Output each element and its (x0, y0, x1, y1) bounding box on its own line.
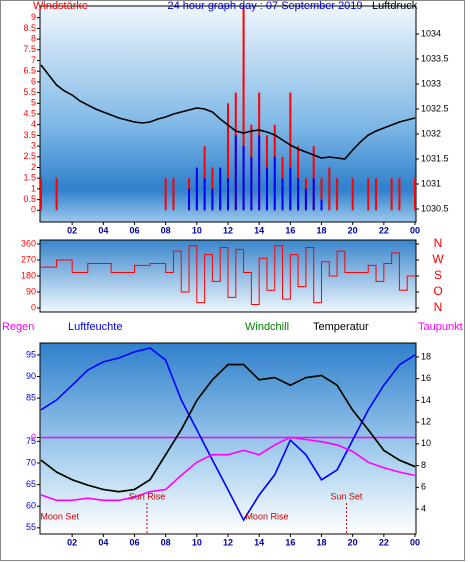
series-line (40, 363, 416, 493)
y-tick-label: 9 (31, 12, 36, 22)
y-tick-label: 90 (26, 286, 36, 296)
y2-tick-label: 1031.5 (421, 153, 449, 163)
y2-tick-label: W (432, 252, 444, 266)
x-tick-label: 10 (192, 537, 202, 547)
x-tick-label: 18 (316, 537, 326, 547)
y-tick-label: 95 (26, 349, 36, 359)
x-tick-label: 22 (379, 225, 389, 235)
y2-tick-label: N (434, 300, 443, 314)
x-tick-label: 14 (254, 225, 264, 235)
plot-area (39, 342, 417, 535)
y2-tick-label: 10 (421, 438, 431, 448)
y-tick-label: 8.5 (23, 23, 36, 33)
y-tick-label: 90 (26, 371, 36, 381)
y-tick-label: 5 (31, 98, 36, 108)
legend-label: Windchill (245, 321, 289, 333)
x-tick-label: 20 (348, 225, 358, 235)
x-tick-label: 00 (410, 225, 420, 235)
y2-tick-label: 1032 (421, 128, 441, 138)
series-line (41, 245, 415, 305)
y2-tick-label: 8 (421, 460, 426, 470)
y-tick-label: 7.5 (23, 44, 36, 54)
y-tick-label: 7 (31, 55, 36, 65)
event-label: Sun Set (330, 491, 363, 501)
y-tick-label: 0.5 (23, 194, 36, 204)
series-line (40, 64, 416, 160)
x-tick-label: 10 (192, 225, 202, 235)
legend-label: Regen (2, 321, 34, 333)
x-tick-label: 00 (410, 537, 420, 547)
x-tick-label: 12 (223, 225, 233, 235)
x-tick-label: 06 (129, 225, 139, 235)
y-tick-label: 180 (21, 270, 36, 280)
y-tick-label: 2.5 (23, 151, 36, 161)
x-tick-label: 16 (285, 225, 295, 235)
y-tick-label: 75 (26, 436, 36, 446)
x-tick-label: 08 (161, 537, 171, 547)
x-tick-label: 14 (254, 537, 264, 547)
y2-tick-label: 1032.5 (421, 103, 449, 113)
y2-tick-label: N (434, 236, 443, 250)
y-tick-label: 1 (31, 183, 36, 193)
x-tick-label: 02 (67, 537, 77, 547)
x-tick-label: 04 (98, 225, 108, 235)
y-tick-label: 270 (21, 254, 36, 264)
event-label: Moon Rise (245, 511, 288, 521)
y2-tick-label: 18 (421, 351, 431, 361)
y2-tick-label: 16 (421, 373, 431, 383)
y-tick-label: 0 (31, 302, 36, 312)
x-tick-label: 06 (129, 537, 139, 547)
y-tick-label: 4.5 (23, 108, 36, 118)
y-tick-label: 3 (31, 140, 36, 150)
y-tick-label: 0 (31, 432, 36, 442)
x-tick-label: 16 (285, 537, 295, 547)
x-tick-label: 22 (379, 537, 389, 547)
axis-label: Windstärke (33, 0, 88, 12)
y-tick-label: 4 (31, 119, 36, 129)
x-tick-label: 18 (316, 225, 326, 235)
y2-tick-label: 12 (421, 417, 431, 427)
legend-label: Temperatur (313, 321, 369, 333)
x-tick-label: 12 (223, 537, 233, 547)
y2-tick-label: 1031 (421, 178, 441, 188)
x-tick-label: 20 (348, 537, 358, 547)
y-tick-label: 60 (26, 501, 36, 511)
y-tick-label: 55 (26, 522, 36, 532)
event-label: Sun Rise (129, 491, 166, 501)
y-tick-label: 65 (26, 479, 36, 489)
y2-tick-label: 1034 (421, 28, 441, 38)
y2-tick-label: 1033 (421, 78, 441, 88)
y-tick-label: 0 (31, 205, 36, 215)
y-tick-label: 2 (31, 162, 36, 172)
x-tick-label: 08 (161, 225, 171, 235)
legend-label: Luftfeuchte (68, 321, 122, 333)
legend-label: Taupunkt (418, 321, 463, 333)
y2-tick-label: 4 (421, 503, 426, 513)
y2-tick-label: 1033.5 (421, 53, 449, 63)
y-tick-label: 85 (26, 393, 36, 403)
y-tick-label: 1.5 (23, 173, 36, 183)
series-line (40, 436, 416, 502)
y2-tick-label: 6 (421, 482, 426, 492)
event-label: Moon Set (40, 511, 79, 521)
y2-tick-label: 1030.5 (421, 203, 449, 213)
x-tick-label: 02 (67, 225, 77, 235)
series-line (40, 347, 416, 522)
y-tick-label: 5.5 (23, 87, 36, 97)
y2-tick-label: S (434, 268, 442, 282)
y-tick-label: 6 (31, 76, 36, 86)
y2-tick-label: 14 (421, 395, 431, 405)
y-tick-label: 8 (31, 33, 36, 43)
y-tick-label: 360 (21, 238, 36, 248)
axis-label: Luftdruck (372, 0, 418, 12)
y-tick-label: 70 (26, 457, 36, 467)
y-tick-label: 6.5 (23, 66, 36, 76)
chart-title: 24 hour graph day : 07 September 2019 (167, 0, 362, 12)
y-tick-label: 3.5 (23, 130, 36, 140)
y2-tick-label: O (433, 284, 442, 298)
x-tick-label: 04 (98, 537, 108, 547)
